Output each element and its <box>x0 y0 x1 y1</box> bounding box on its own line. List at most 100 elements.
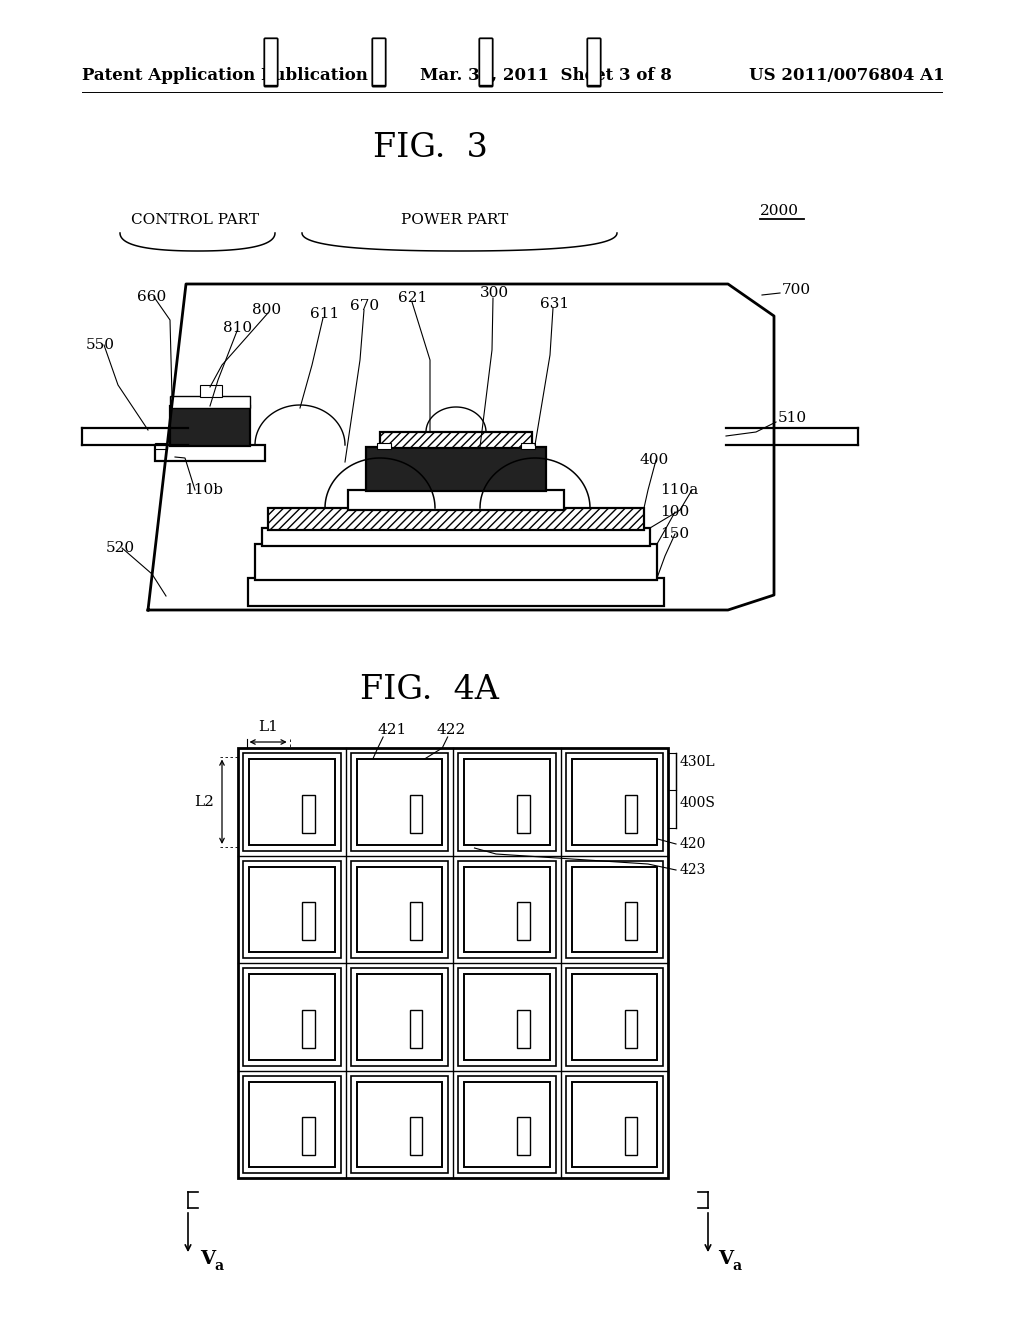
Bar <box>372 38 385 86</box>
Bar <box>625 1010 637 1048</box>
Bar <box>410 1010 422 1048</box>
Text: 400S: 400S <box>680 796 716 810</box>
Text: CONTROL PART: CONTROL PART <box>131 213 259 227</box>
Bar <box>479 38 493 86</box>
Bar <box>479 38 493 86</box>
Bar <box>249 759 335 845</box>
Bar <box>243 861 341 958</box>
Bar <box>521 444 535 449</box>
Text: 422: 422 <box>437 723 466 737</box>
Text: 700: 700 <box>782 282 811 297</box>
Text: 611: 611 <box>310 308 339 321</box>
Text: 420: 420 <box>680 837 707 851</box>
Bar <box>571 759 657 845</box>
Bar <box>170 396 250 408</box>
Text: 300: 300 <box>480 286 509 300</box>
Bar <box>571 1081 657 1167</box>
Bar <box>479 38 493 86</box>
Text: L1: L1 <box>258 719 279 734</box>
Bar <box>517 795 529 833</box>
Text: US 2011/0076804 A1: US 2011/0076804 A1 <box>750 66 945 83</box>
Bar <box>565 861 663 958</box>
Bar <box>249 866 335 952</box>
Bar <box>372 38 385 86</box>
Bar <box>587 38 600 86</box>
Text: 621: 621 <box>398 290 427 305</box>
Text: 670: 670 <box>350 300 379 313</box>
Bar <box>255 544 657 579</box>
Bar <box>458 752 555 850</box>
Text: FIG.  3: FIG. 3 <box>373 132 487 164</box>
Bar <box>238 748 668 1177</box>
Bar <box>479 38 493 86</box>
Bar <box>350 968 449 1065</box>
Bar <box>350 752 449 850</box>
Bar <box>243 752 341 850</box>
Bar <box>587 38 600 86</box>
Bar <box>372 38 385 86</box>
Bar <box>350 1076 449 1173</box>
Bar <box>565 1076 663 1173</box>
Bar <box>458 861 555 958</box>
Text: 110b: 110b <box>184 483 223 498</box>
Bar <box>587 38 600 86</box>
Bar <box>410 1118 422 1155</box>
Text: 430L: 430L <box>680 755 716 770</box>
Text: a: a <box>214 1259 223 1272</box>
Bar <box>380 432 532 447</box>
Bar <box>565 968 663 1065</box>
Text: 510: 510 <box>778 411 807 425</box>
Bar <box>268 508 644 531</box>
Bar <box>356 974 442 1060</box>
Text: Mar. 31, 2011  Sheet 3 of 8: Mar. 31, 2011 Sheet 3 of 8 <box>420 66 672 83</box>
Text: POWER PART: POWER PART <box>401 213 509 227</box>
Bar <box>464 759 550 845</box>
Bar <box>464 1081 550 1167</box>
Bar <box>517 903 529 940</box>
Bar <box>366 447 546 491</box>
Bar <box>302 1118 314 1155</box>
Bar <box>302 1010 314 1048</box>
Bar <box>458 1076 555 1173</box>
Bar <box>264 38 278 86</box>
Text: 520: 520 <box>106 541 135 554</box>
Bar <box>587 38 600 86</box>
Bar <box>571 866 657 952</box>
Bar <box>302 903 314 940</box>
Bar <box>517 1010 529 1048</box>
Bar <box>350 861 449 958</box>
Text: Patent Application Publication: Patent Application Publication <box>82 66 368 83</box>
Bar <box>356 759 442 845</box>
Bar <box>625 903 637 940</box>
Bar <box>356 866 442 952</box>
Bar <box>170 407 250 446</box>
Bar <box>458 968 555 1065</box>
Bar <box>264 38 278 86</box>
Bar <box>464 866 550 952</box>
Bar <box>243 968 341 1065</box>
Text: 421: 421 <box>378 723 407 737</box>
Bar <box>464 974 550 1060</box>
Bar <box>410 795 422 833</box>
Text: L2: L2 <box>195 795 214 809</box>
Bar <box>264 38 278 86</box>
Bar <box>249 974 335 1060</box>
Text: V: V <box>200 1250 215 1269</box>
Bar <box>625 1118 637 1155</box>
Bar <box>200 385 222 397</box>
Text: 423: 423 <box>680 863 707 876</box>
Text: a: a <box>732 1259 741 1272</box>
Bar <box>377 444 391 449</box>
Bar <box>264 38 278 86</box>
Text: 100: 100 <box>660 506 689 519</box>
Text: 110a: 110a <box>660 483 698 498</box>
Bar <box>410 903 422 940</box>
Text: FIG.  4A: FIG. 4A <box>360 675 500 706</box>
Bar <box>517 1118 529 1155</box>
Bar <box>155 445 265 461</box>
Bar <box>249 1081 335 1167</box>
Text: 550: 550 <box>86 338 115 352</box>
Text: 660: 660 <box>137 290 166 304</box>
Text: 800: 800 <box>252 304 282 317</box>
Bar <box>372 38 385 86</box>
